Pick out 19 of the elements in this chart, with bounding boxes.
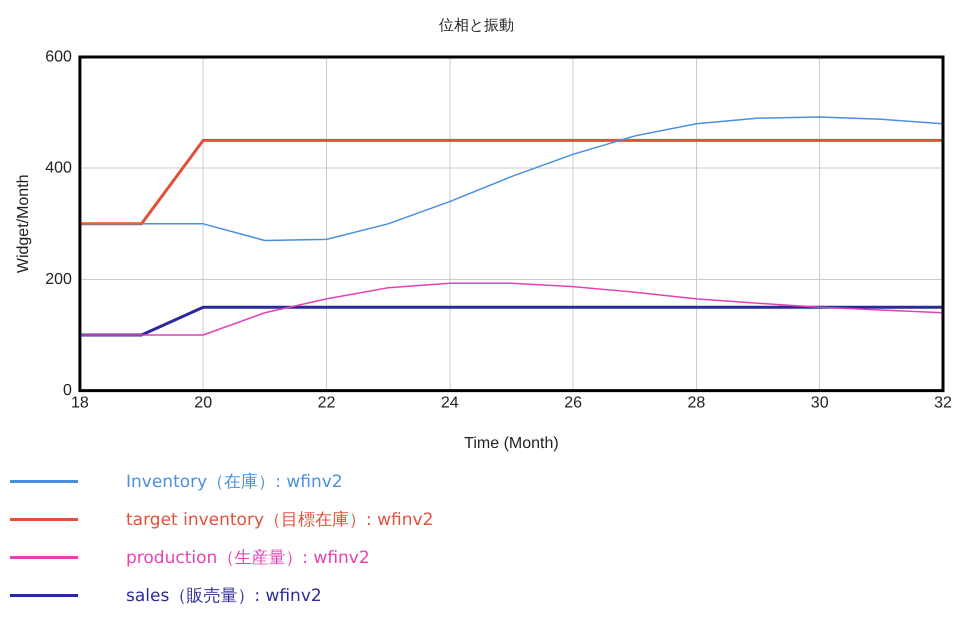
text: target inventory（目標在庫）: wfinv2 [126,508,434,530]
text: sales（販売量）: wfinv2 [126,584,322,606]
x-tick-label: 22 [318,394,336,412]
text: production（生産量）: wfinv2 [126,546,370,568]
x-tick-label: 18 [70,394,89,412]
text: Inventory（在庫）: wfinv2 [126,470,343,492]
y-tick-label: 0 [62,382,72,400]
y-axis-title: Widget/Month [15,174,32,274]
x-tick-label: 20 [194,394,212,412]
x-tick-label: 24 [440,394,459,412]
y-tick-label: 400 [45,160,72,177]
x-tick-label: 26 [564,394,582,412]
chart-title: 位相と振動 [439,16,514,34]
y-tick-label: 600 [45,48,72,66]
x-tick-label: 30 [810,394,829,412]
y-tick-label: 200 [45,270,72,288]
x-axis-title: Time (Month) [464,434,559,452]
x-tick-label: 32 [934,394,952,412]
x-tick-label: 28 [688,394,706,412]
